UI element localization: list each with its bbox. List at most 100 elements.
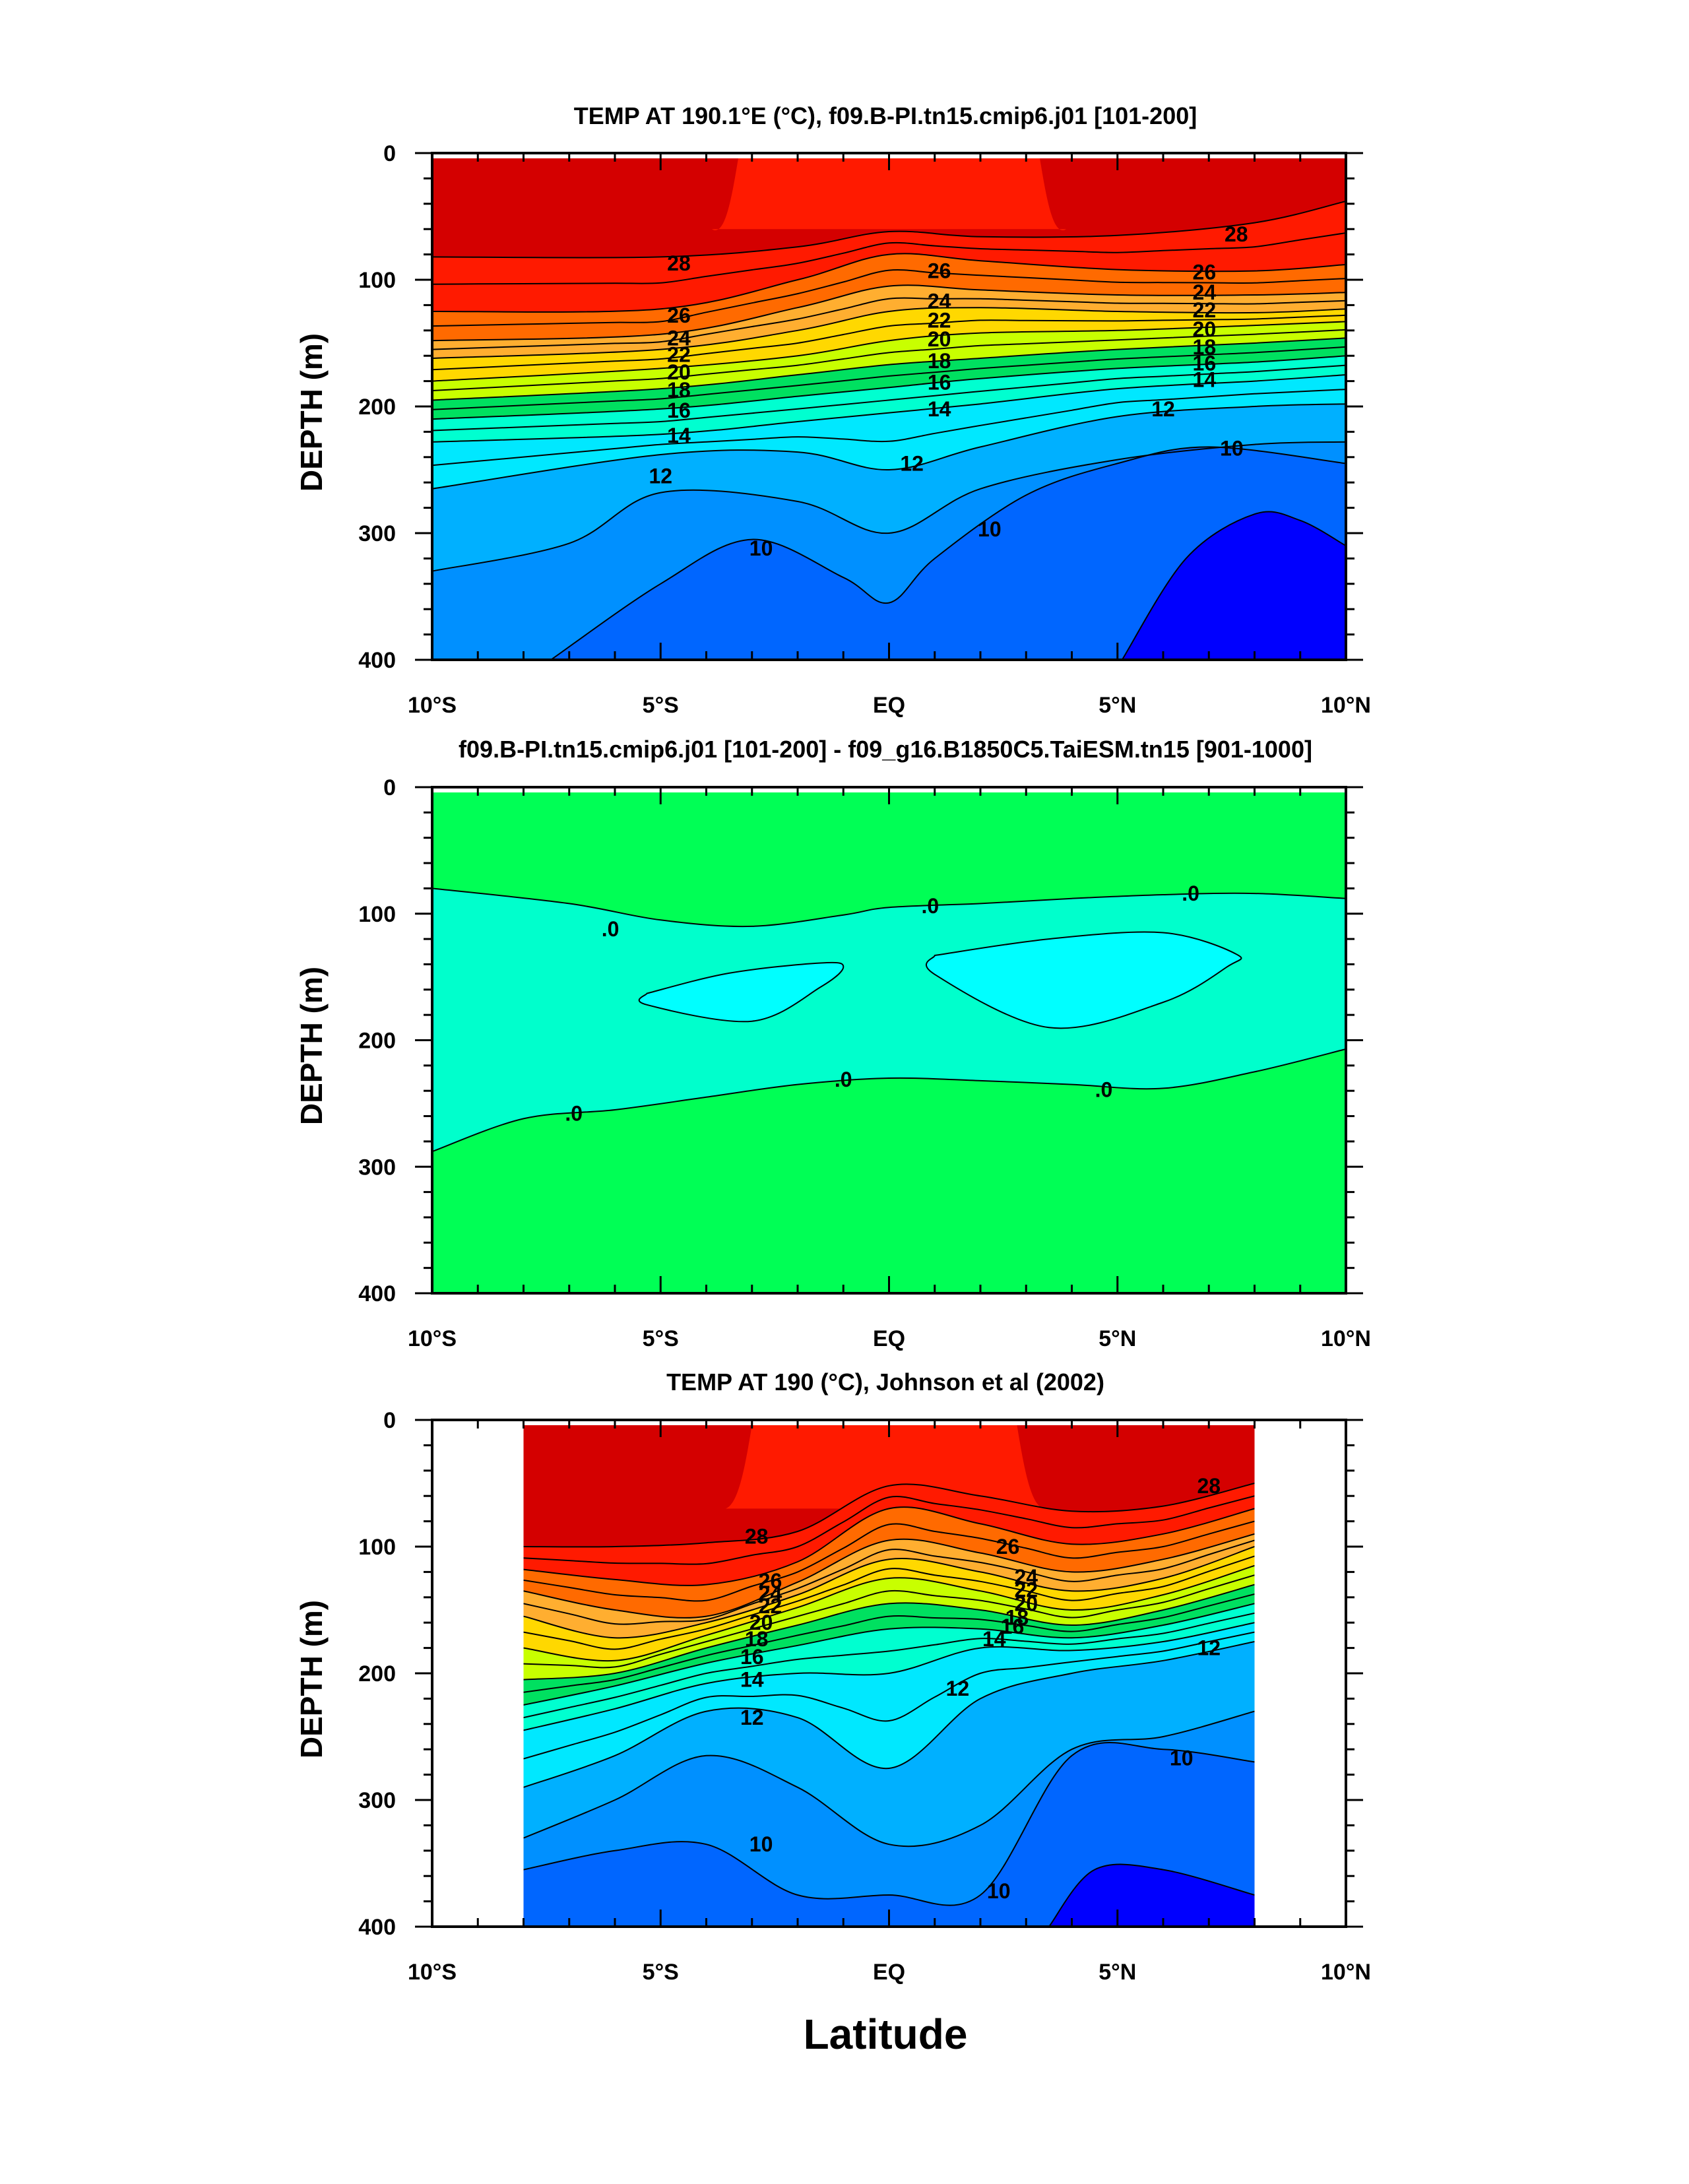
x-tick-label: 5°S <box>643 1960 679 1985</box>
isotherm-22 <box>432 307 1346 359</box>
contour-label: 22 <box>1014 1578 1038 1601</box>
contour-label: 26 <box>996 1535 1020 1558</box>
y-tick-label: 400 <box>358 1915 396 1940</box>
x-tick-label: EQ <box>873 1326 905 1351</box>
contour-label: 24 <box>1193 280 1217 304</box>
y-axis-title: DEPTH (m) <box>294 1600 329 1758</box>
zero-contour-lower <box>431 1048 1347 1153</box>
isotherm-17 <box>432 346 1346 410</box>
isotherm-24 <box>523 1533 1255 1619</box>
isotherm-12 <box>523 1641 1255 1788</box>
x-tick-label: 10°N <box>1321 693 1371 718</box>
isotherm-20 <box>432 321 1346 382</box>
y-tick-label: 300 <box>358 1788 396 1813</box>
contour-label: 18 <box>745 1627 769 1651</box>
contour-label: 16 <box>928 371 951 395</box>
x-tick-label: 5°S <box>643 693 679 718</box>
y-tick-label: 0 <box>383 141 396 166</box>
contour-label: 10 <box>749 1832 773 1856</box>
contour-label: 10 <box>749 536 773 560</box>
contour-label: .0 <box>1182 882 1199 905</box>
contour-label: 24 <box>667 326 691 350</box>
isotherm-15 <box>523 1612 1255 1719</box>
contour-label: 26 <box>928 259 951 283</box>
contour-label: 28 <box>1225 222 1248 246</box>
isotherm-24 <box>432 284 1346 342</box>
core-contour <box>925 931 1242 1029</box>
contour-label: 26 <box>759 1569 782 1593</box>
contour-label: 12 <box>900 451 924 475</box>
y-tick-label: 200 <box>358 395 396 420</box>
y-tick-label: 400 <box>358 648 396 673</box>
isotherm-18 <box>432 337 1346 401</box>
isotherm-11 <box>523 1710 1255 1847</box>
isotherm-18 <box>523 1584 1255 1681</box>
y-tick-label: 300 <box>358 1155 396 1180</box>
contour-label: 12 <box>1151 397 1175 421</box>
isotherm-9 <box>1121 511 1346 660</box>
isotherm-16 <box>523 1603 1255 1706</box>
contour-label: 28 <box>1197 1474 1221 1498</box>
isotherm-23 <box>432 297 1346 350</box>
contour-label: 10 <box>978 517 1002 541</box>
contour-label: 14 <box>667 424 691 447</box>
y-axis-title: DEPTH (m) <box>294 967 329 1125</box>
isotherm-14 <box>432 374 1346 443</box>
isotherm-13 <box>432 389 1346 466</box>
contour-label: 14 <box>928 397 951 421</box>
contour-label: 18 <box>1005 1606 1029 1630</box>
contour-label: 20 <box>749 1611 773 1634</box>
y-tick-label: 200 <box>358 1029 396 1054</box>
contour-label: 10 <box>1170 1747 1194 1770</box>
contour-label: 28 <box>667 251 691 275</box>
temp-fill-28-equator <box>725 1425 1044 1509</box>
x-tick-label: 10°N <box>1321 1960 1371 1985</box>
contour-label: 12 <box>740 1706 764 1729</box>
panel-title: TEMP AT 190 (°C), Johnson et al (2002) <box>666 1368 1104 1396</box>
contour-label: 20 <box>1014 1591 1038 1615</box>
isotherm-23 <box>523 1539 1255 1625</box>
y-tick-label: 400 <box>358 1281 396 1306</box>
contour-label: 22 <box>759 1594 782 1618</box>
isotherm-17 <box>523 1593 1255 1693</box>
contour-label: 20 <box>1193 317 1217 341</box>
contour-label: 16 <box>1193 352 1217 375</box>
isotherm-13 <box>523 1631 1255 1760</box>
contour-label: 18 <box>928 349 951 373</box>
temp-fill-10 <box>551 447 1346 660</box>
core-contour <box>638 961 844 1023</box>
isotherm-28 <box>523 1483 1255 1548</box>
contour-label: 10 <box>987 1879 1011 1903</box>
panel-title: f09.B-PI.tn15.cmip6.j01 [101-200] - f09_… <box>459 736 1312 763</box>
temp-fill-28-equator <box>711 158 1067 230</box>
isotherm-15 <box>432 364 1346 432</box>
isotherm-26 <box>523 1506 1255 1586</box>
contour-label: 16 <box>740 1645 764 1669</box>
zero-contour-upper <box>431 887 1347 928</box>
contour-label: 26 <box>667 304 691 327</box>
isotherm-10 <box>550 446 1346 660</box>
contour-label: 16 <box>1001 1615 1025 1638</box>
contour-label: 28 <box>745 1525 769 1549</box>
panel-observed-temp: TEMP AT 190 (°C), Johnson et al (2002) D… <box>294 1368 1371 1985</box>
y-tick-label: 300 <box>358 521 396 546</box>
panel-model-temp: TEMP AT 190.1°E (°C), f09.B-PI.tn15.cmip… <box>294 102 1371 718</box>
y-axis-title: DEPTH (m) <box>294 333 329 492</box>
isotherm-21 <box>523 1555 1255 1650</box>
contour-label: 14 <box>982 1627 1006 1651</box>
x-tick-label: 10°S <box>408 693 457 718</box>
contour-label: 18 <box>667 378 691 402</box>
contour-label: 22 <box>1193 298 1217 322</box>
diff-fill-core <box>639 962 844 1022</box>
isotherm-25 <box>523 1520 1255 1602</box>
isotherm-9 <box>1048 1863 1255 1927</box>
x-tick-label: 10°N <box>1321 1326 1371 1351</box>
contour-label: 18 <box>1193 335 1217 359</box>
contour-label: 22 <box>928 308 951 332</box>
contour-label: 20 <box>667 360 691 384</box>
isotherm-19 <box>432 329 1346 391</box>
contour-label: 12 <box>1197 1636 1221 1660</box>
panel-difference: f09.B-PI.tn15.cmip6.j01 [101-200] - f09_… <box>294 736 1371 1351</box>
contour-label: 14 <box>1193 368 1217 392</box>
